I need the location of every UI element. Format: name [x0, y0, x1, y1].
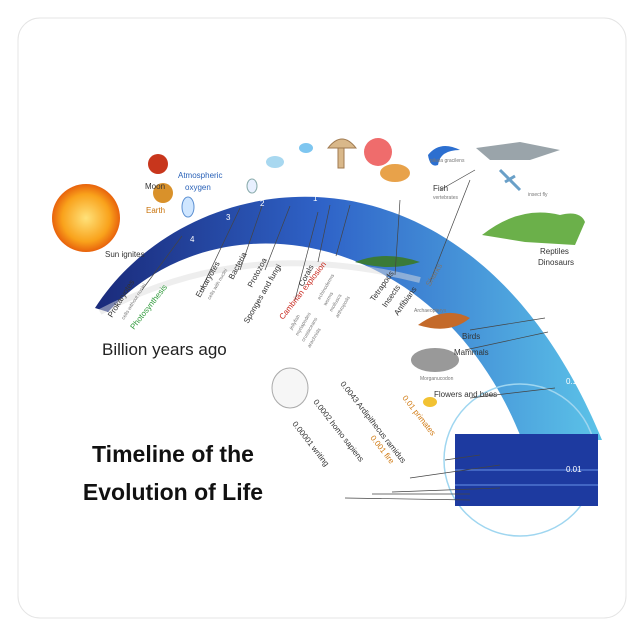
event-label: Dinosaurs	[538, 258, 574, 267]
sun	[52, 184, 120, 252]
protozoa-icon	[266, 156, 284, 168]
oxygen-icon	[181, 196, 195, 218]
fungus-icon	[326, 138, 358, 169]
event-label: Reptiles	[540, 247, 569, 256]
arc-shadow	[98, 260, 421, 315]
dinosaur-icon	[482, 212, 585, 245]
event-label: oxygen	[185, 183, 211, 192]
scale-tick: 4	[190, 235, 195, 244]
shark-icon	[476, 142, 560, 160]
event-label: Fish	[433, 184, 448, 193]
bee-icon	[423, 397, 437, 407]
axis-label: Billion years ago	[102, 340, 227, 359]
event-label: Flowers and bees	[434, 390, 497, 399]
event-label: Sun ignites	[105, 250, 145, 259]
coral-icon	[364, 138, 392, 166]
card	[17, 17, 627, 619]
bacteria-icon	[299, 143, 313, 153]
scale-tick: 0.01	[566, 465, 582, 474]
sponge-icon	[380, 164, 410, 182]
event-label: Mammals	[454, 348, 489, 357]
mammal-icon	[411, 348, 459, 372]
title: Evolution of Life	[83, 479, 263, 505]
scale-tick: 2	[260, 199, 265, 208]
timeline-arc	[95, 196, 602, 440]
event-label: Moon	[145, 182, 165, 191]
amphibian-icon	[355, 256, 420, 267]
eukaryote-icon	[246, 178, 258, 194]
event-label: Birds	[462, 332, 480, 341]
scale-tick: 3	[226, 213, 231, 222]
scale-tick: 0.1	[566, 377, 578, 386]
event-label: Atmospheric	[178, 171, 222, 180]
earth	[153, 183, 173, 203]
moon	[148, 154, 168, 174]
event-note: pikaia gracilens	[430, 158, 465, 164]
skull-icon	[271, 367, 309, 409]
event-note: vertebrates	[433, 195, 459, 201]
archaeopteryx-icon	[418, 312, 470, 329]
event-label: Earth	[146, 206, 165, 215]
title: Timeline of the	[92, 441, 254, 467]
event-note: Archaeopteryx	[414, 308, 447, 314]
pikaia-icon	[428, 146, 460, 166]
scale-tick: 1	[313, 194, 318, 203]
event-note: Morganucodon	[420, 376, 454, 382]
event-note: insect fly	[528, 192, 548, 198]
fly-icon	[498, 168, 522, 192]
